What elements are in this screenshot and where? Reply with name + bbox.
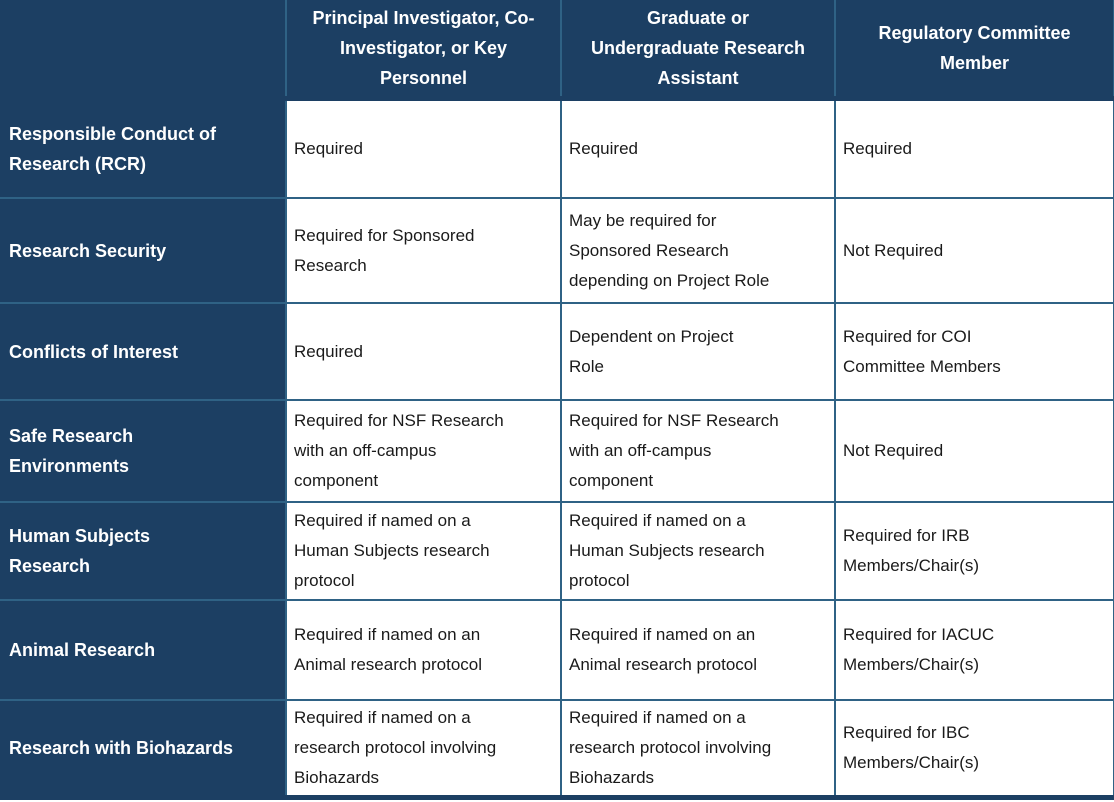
cell: Required for NSF Research with an off-ca… xyxy=(285,399,562,503)
cell: Not Required xyxy=(834,399,1114,503)
row-header-animal-research: Animal Research xyxy=(0,599,287,701)
cell: Required for NSF Research with an off-ca… xyxy=(560,399,836,503)
cell: Not Required xyxy=(834,197,1114,304)
corner-cell xyxy=(0,0,287,101)
cell: Required if named on a research protocol… xyxy=(285,699,562,800)
table-row: Responsible Conduct of Research (RCR) Re… xyxy=(0,97,1114,199)
row-header-research-security: Research Security xyxy=(0,197,287,304)
cell: Dependent on Project Role xyxy=(560,302,836,401)
table-row: Animal Research Required if named on an … xyxy=(0,599,1114,701)
cell: Required for COI Committee Members xyxy=(834,302,1114,401)
column-header-principal-investigator: Principal Investigator, Co- Investigator… xyxy=(285,0,562,101)
cell: May be required for Sponsored Research d… xyxy=(560,197,836,304)
table-row: Research with Biohazards Required if nam… xyxy=(0,699,1114,800)
table-row: Conflicts of Interest Required Dependent… xyxy=(0,302,1114,401)
cell: Required for IRB Members/Chair(s) xyxy=(834,501,1114,601)
cell: Required if named on a Human Subjects re… xyxy=(560,501,836,601)
table-row: Human Subjects Research Required if name… xyxy=(0,501,1114,601)
row-header-conflicts-of-interest: Conflicts of Interest xyxy=(0,302,287,401)
cell: Required if named on a research protocol… xyxy=(560,699,836,800)
table-row: Research Security Required for Sponsored… xyxy=(0,197,1114,304)
table-row: Safe Research Environments Required for … xyxy=(0,399,1114,503)
cell: Required xyxy=(285,97,562,199)
column-header-regulatory-committee: Regulatory Committee Member xyxy=(834,0,1114,101)
cell: Required xyxy=(834,97,1114,199)
row-header-safe-research-environments: Safe Research Environments xyxy=(0,399,287,503)
cell: Required if named on an Animal research … xyxy=(560,599,836,701)
column-header-research-assistant: Graduate or Undergraduate Research Assis… xyxy=(560,0,836,101)
row-header-research-with-biohazards: Research with Biohazards xyxy=(0,699,287,800)
cell: Required if named on an Animal research … xyxy=(285,599,562,701)
cell: Required for Sponsored Research xyxy=(285,197,562,304)
cell: Required xyxy=(560,97,836,199)
row-header-human-subjects-research: Human Subjects Research xyxy=(0,501,287,601)
cell: Required if named on a Human Subjects re… xyxy=(285,501,562,601)
cell: Required for IBC Members/Chair(s) xyxy=(834,699,1114,800)
table-header-row: Principal Investigator, Co- Investigator… xyxy=(0,0,1114,101)
cell: Required xyxy=(285,302,562,401)
cell: Required for IACUC Members/Chair(s) xyxy=(834,599,1114,701)
row-header-rcr: Responsible Conduct of Research (RCR) xyxy=(0,98,287,199)
